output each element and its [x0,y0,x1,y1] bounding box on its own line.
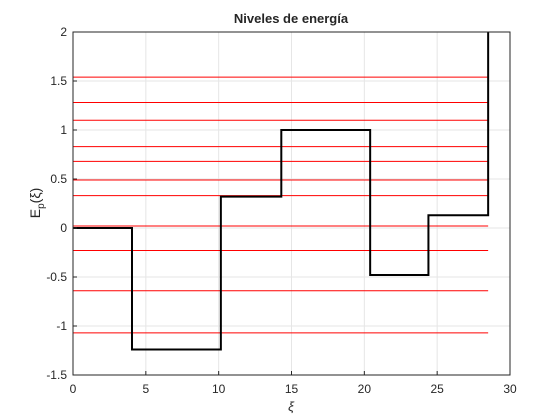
y-tick-label: 1 [60,123,67,137]
x-tick-label: 15 [285,382,299,396]
x-axis-label: ξ [288,399,295,414]
marks [73,32,490,351]
y-tick-label: 0.5 [50,172,67,186]
x-tick-label: 20 [358,382,372,396]
y-tick-label: -0.5 [46,270,67,284]
labels: 0 5 10 15 20 25 30 -1.5 -1 -0.5 0 0.5 1 1.5 2 [46,25,517,396]
y-label-base: E [27,209,43,218]
y-tick-label: 2 [60,25,67,39]
y-tick-label: -1.5 [46,368,67,382]
potential-line [73,32,490,351]
y-tick-label: -1 [56,319,67,333]
y-axis-label: Ep(ξ) [27,188,47,219]
x-tick-label: 5 [142,382,149,396]
x-tick-label: 25 [430,382,444,396]
y-label-rest: (ξ) [27,188,43,204]
x-tick-label: 0 [70,382,77,396]
y-tick-label: 0 [60,221,67,235]
y-label-sub: p [36,203,47,209]
y-tick-label: 1.5 [50,74,67,88]
x-tick-label: 10 [212,382,226,396]
chart-title: Niveles de energía [234,11,349,26]
x-tick-label: 30 [503,382,517,396]
